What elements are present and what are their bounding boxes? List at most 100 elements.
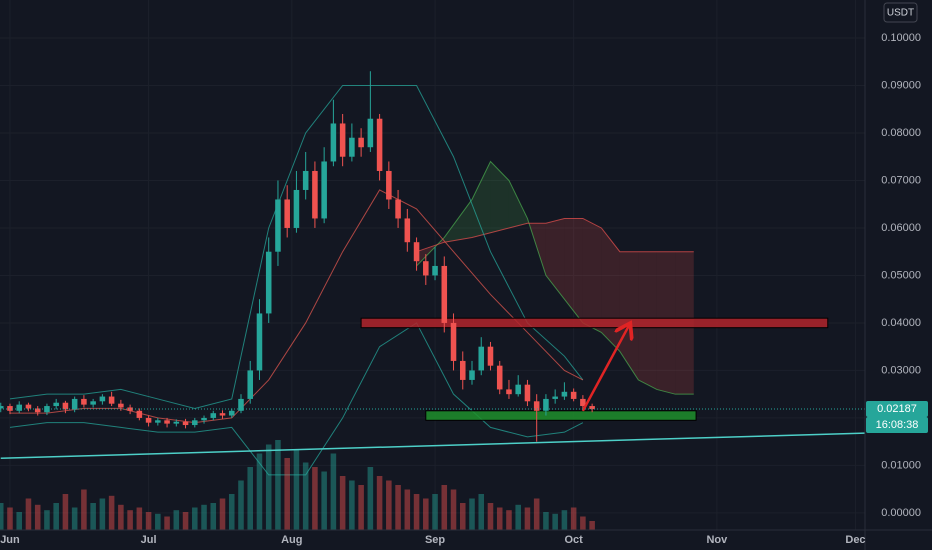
candle-body xyxy=(450,322,457,361)
candle-body xyxy=(496,365,503,390)
volume-bar xyxy=(256,453,263,530)
volume-bar xyxy=(570,507,577,530)
x-tick-label: Oct xyxy=(564,534,583,546)
candle-body xyxy=(62,402,69,410)
volume-bar xyxy=(34,504,41,530)
candle-body xyxy=(330,123,337,162)
candle-body xyxy=(192,420,198,426)
volume-bar xyxy=(81,489,87,530)
last-price-tag xyxy=(866,401,928,418)
cloud-line xyxy=(416,160,694,395)
candle-body xyxy=(164,420,170,424)
candle-body xyxy=(552,396,558,399)
countdown-label: 16:08:38 xyxy=(876,419,919,431)
axes: 0.000000.010000.020000.030000.040000.050… xyxy=(0,32,928,546)
volume-bar xyxy=(201,504,207,530)
countdown-tag xyxy=(866,417,928,434)
y-tick-label: 0.04000 xyxy=(881,317,921,329)
unit-label[interactable]: USDT xyxy=(887,8,914,19)
candle-body xyxy=(321,161,327,219)
volume-bar xyxy=(173,510,180,530)
y-tick-label: 0.05000 xyxy=(881,269,921,281)
candle-body xyxy=(81,398,87,405)
indicator-line xyxy=(9,189,584,424)
candle-body xyxy=(441,265,448,323)
volume-bar xyxy=(293,449,300,530)
volume-bar xyxy=(589,521,595,530)
volume-bar xyxy=(561,510,568,530)
y-tick-label: 0.06000 xyxy=(881,222,921,234)
candle-body xyxy=(265,251,272,314)
volume-bar xyxy=(0,503,4,530)
candle-body xyxy=(16,404,22,411)
volume-bar xyxy=(145,512,152,530)
volume-bar xyxy=(71,507,78,530)
volume-bar xyxy=(339,476,346,530)
candle-body xyxy=(589,406,595,410)
volume-bar xyxy=(312,467,318,530)
cloud-segment xyxy=(444,199,473,243)
candle-body xyxy=(108,396,115,404)
volume-bar xyxy=(284,458,290,530)
cloud-segment xyxy=(545,218,565,300)
candle-body xyxy=(275,199,281,252)
volume-bar xyxy=(90,503,96,530)
volume-bar xyxy=(44,510,50,530)
candle-body xyxy=(561,391,568,397)
volume-bar xyxy=(136,507,143,530)
unit-box[interactable] xyxy=(883,2,918,23)
candle-body xyxy=(284,199,290,228)
candle-body xyxy=(524,384,531,402)
plot-area xyxy=(0,71,865,530)
volume-bar xyxy=(108,495,115,530)
price-zone xyxy=(360,317,829,329)
y-tick-label: 0.00000 xyxy=(881,507,921,519)
candle-body xyxy=(459,360,466,380)
indicator-line xyxy=(9,84,584,409)
candle-body xyxy=(358,137,364,148)
candle-body xyxy=(395,199,401,219)
candle-body xyxy=(478,346,485,371)
candle-body xyxy=(413,242,420,262)
candle-body xyxy=(432,265,438,276)
candle-body xyxy=(136,410,143,418)
volume-bar xyxy=(321,471,327,530)
volume-bar xyxy=(25,498,32,530)
candle-body xyxy=(367,118,374,148)
volume-bar xyxy=(247,467,254,530)
candle-body xyxy=(99,396,106,402)
candle-body xyxy=(570,391,577,399)
volume-bar xyxy=(265,444,272,530)
candle-body xyxy=(90,401,96,405)
volume-bar xyxy=(524,507,531,530)
candle-body xyxy=(293,189,300,228)
volume-bar xyxy=(404,489,411,530)
candle-body xyxy=(580,398,586,407)
volume-bar xyxy=(127,510,133,530)
volume-bar xyxy=(62,494,69,530)
annotation-arrow xyxy=(581,325,629,412)
candle-body xyxy=(53,402,59,407)
y-tick-label: 0.03000 xyxy=(881,364,921,376)
volume-bar xyxy=(219,498,226,530)
volume-bar xyxy=(358,485,364,530)
candle-body xyxy=(404,218,411,243)
candle-body xyxy=(155,420,161,423)
indicator-line xyxy=(9,322,584,476)
candle-body xyxy=(469,370,475,380)
volume-bar xyxy=(423,498,429,530)
candle-body xyxy=(339,123,346,157)
y-tick-label: 0.01000 xyxy=(881,459,921,471)
volume-bar xyxy=(487,503,494,530)
candle-body xyxy=(256,313,263,371)
candle-body xyxy=(386,170,392,200)
volume-bar xyxy=(349,480,355,530)
candle-body xyxy=(533,401,540,411)
volume-bar xyxy=(515,504,521,530)
volume-bar xyxy=(413,494,420,530)
volume-bar xyxy=(164,516,170,530)
volume-bar xyxy=(496,507,503,530)
volume-bar xyxy=(450,489,457,530)
volume-bar xyxy=(478,494,485,530)
